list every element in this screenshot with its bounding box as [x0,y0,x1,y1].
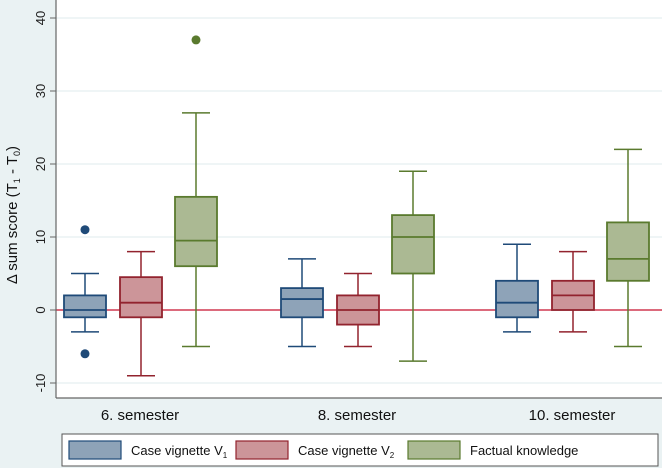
iqr-box [63,294,107,319]
iqr-box [174,195,218,268]
box-0-1 [280,258,324,348]
legend-frame [61,433,659,467]
box-1-1 [336,272,380,348]
y-axis-label-sub2: 0 [12,151,22,156]
legend-item: Case vignette V2 [235,440,395,460]
box-0-2 [495,243,539,333]
y-axis-label-sub1: 1 [12,178,22,183]
box-1-2 [551,250,595,333]
y-axis-label: Δ sum score (T1 - T0) [4,146,22,284]
legend-label: Case vignette V2 [298,443,395,460]
outlier-point [191,35,201,45]
x-category-label: 6. semester [101,407,179,424]
legend-item: Factual knowledge [407,440,578,460]
box-2-2 [606,148,650,348]
grid-lines [56,17,662,384]
box-1-0 [119,250,163,377]
legend-swatch [235,440,289,460]
x-category-label: 8. semester [318,407,396,424]
legend-swatch [407,440,461,460]
iqr-box [495,279,539,319]
y-tick-label: 30 [33,84,48,98]
y-tick-label: 20 [33,157,48,171]
y-axis-label-suffix: ) [4,146,21,151]
box-2-0 [174,35,218,348]
legend: Case vignette V1 Case vignette V2 Factual … [61,433,659,467]
y-tick-label: 0 [33,306,48,313]
legend-label: Factual knowledge [470,443,578,458]
x-axis-categories: 6. semester 8. semester 10. semester [101,407,616,424]
y-axis: -10 0 10 20 30 40 [33,11,56,393]
plot-area [56,0,662,398]
iqr-box [280,287,324,319]
iqr-box [391,214,435,275]
iqr-box [606,221,650,282]
y-axis-label-mid: - T [4,156,21,178]
box-0-0 [63,225,107,359]
y-axis-label-prefix: Δ sum score (T [4,183,21,284]
legend-swatch [68,440,122,460]
legend-item: Case vignette V1 [68,440,228,460]
y-tick-label: 40 [33,11,48,25]
y-tick-label: 10 [33,230,48,244]
x-category-label: 10. semester [529,407,616,424]
outlier-point [80,349,90,359]
iqr-box [119,276,163,319]
outlier-point [80,225,90,235]
y-tick-label: -10 [33,374,48,393]
legend-label: Case vignette V1 [131,443,228,460]
box-2-1 [391,170,435,362]
boxes [63,35,650,377]
